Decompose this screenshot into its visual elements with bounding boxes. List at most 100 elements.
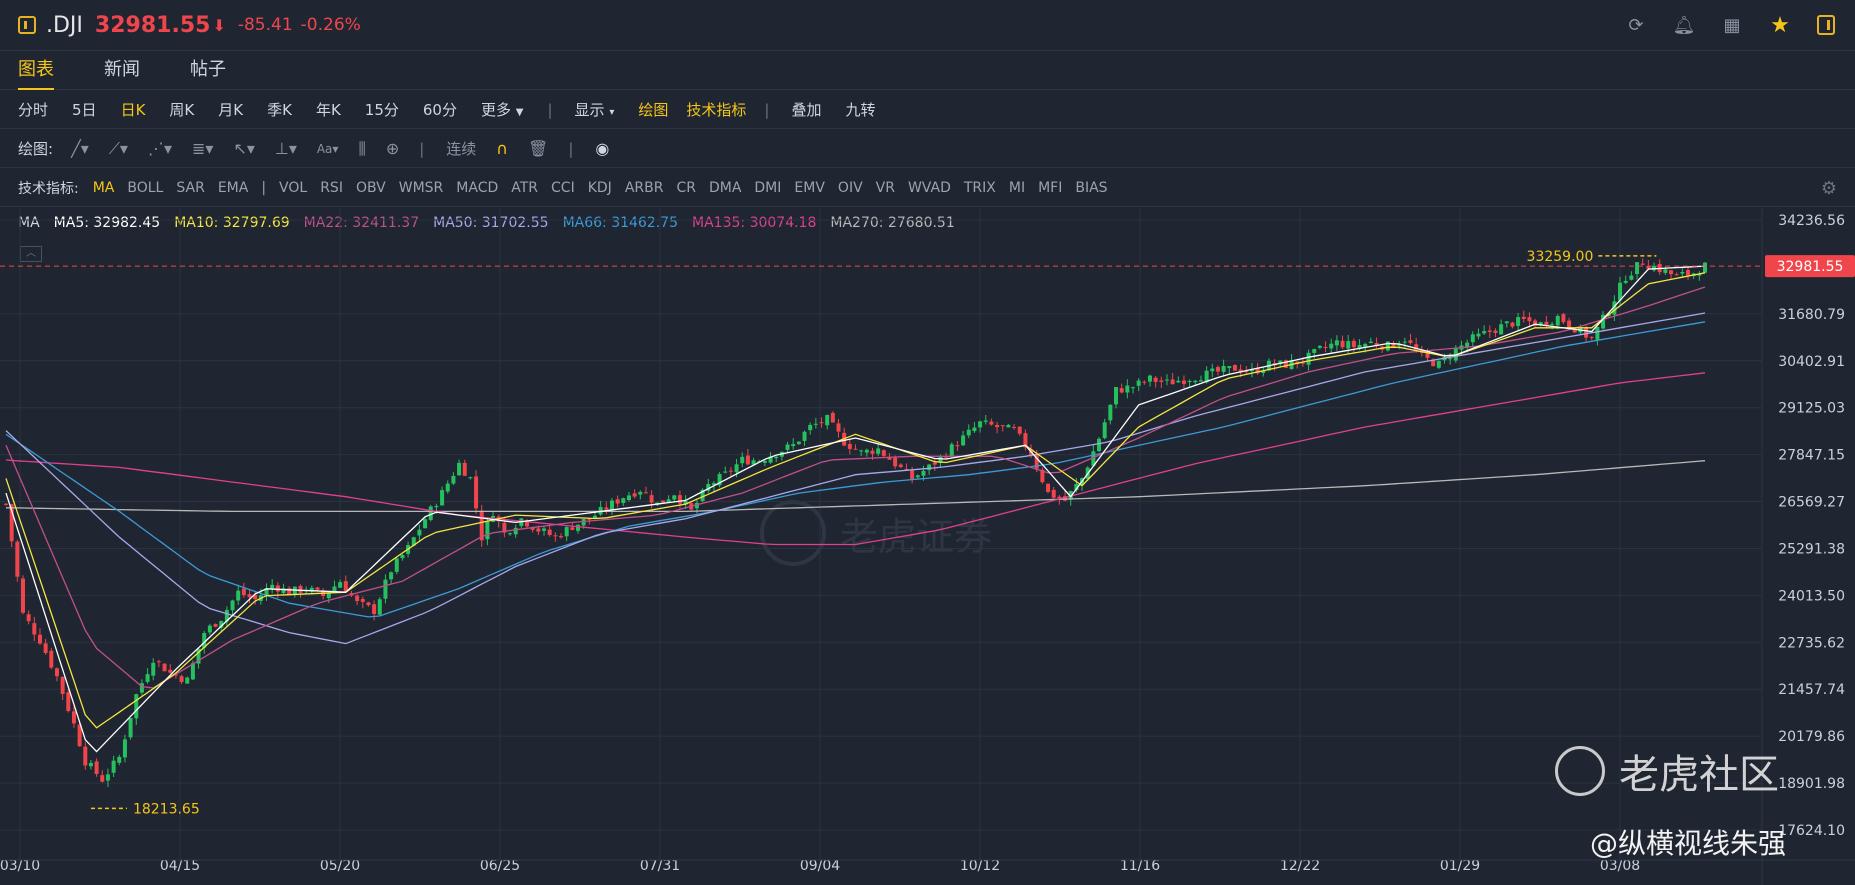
indicator-obv[interactable]: OBV — [355, 179, 386, 196]
panel-toggle-icon[interactable] — [18, 16, 36, 34]
refresh-icon[interactable]: ⟳ — [1628, 14, 1644, 36]
candle-body — [1147, 375, 1152, 382]
candle-body — [989, 421, 994, 425]
indicator-dma[interactable]: DMA — [708, 179, 742, 196]
sidebar-toggle-icon[interactable] — [1817, 15, 1835, 35]
indicator-emv[interactable]: EMV — [794, 179, 825, 196]
candle-body — [1170, 379, 1175, 385]
candle-body — [1493, 330, 1498, 334]
indicator-mi[interactable]: MI — [1008, 179, 1026, 196]
period-quarterly[interactable]: 季K — [267, 101, 292, 119]
fib-tool-icon[interactable]: ≣▾ — [192, 139, 214, 158]
text-tool-icon[interactable]: Aa▾ — [316, 141, 339, 156]
indicator-cci[interactable]: CCI — [551, 179, 575, 196]
indicator-sar[interactable]: SAR — [176, 179, 205, 196]
y-tick-label: 31680.79 — [1778, 307, 1845, 323]
period-toolbar: 分时 5日 日K 周K 月K 季K 年K 15分 60分 更多 ▼ | 显示 ▾… — [0, 91, 1855, 129]
ma-line-ma135 — [5, 372, 1706, 546]
overlay-button[interactable]: 叠加 — [791, 101, 822, 119]
candle-body — [1210, 368, 1215, 372]
indicator-atr[interactable]: ATR — [511, 179, 539, 196]
tech-indicator-toggle[interactable]: 技术指标 — [686, 101, 747, 119]
indicator-rsi[interactable]: RSI — [320, 179, 343, 196]
candlestick-chart[interactable]: 34236.56 31680.79 30402.91 29125.03 27847.15… — [0, 208, 1855, 885]
eye-icon[interactable]: ◉ — [595, 139, 610, 158]
period-15min[interactable]: 15分 — [364, 101, 399, 119]
indicator-dmi[interactable]: DMI — [754, 179, 782, 196]
period-weekly[interactable]: 周K — [169, 101, 195, 119]
candle-body — [389, 572, 394, 580]
indicator-mfi[interactable]: MFI — [1038, 179, 1063, 196]
trash-icon[interactable]: 🗑︎ — [528, 139, 549, 158]
indicator-ma[interactable]: MA — [92, 179, 115, 196]
period-daily[interactable]: 日K — [120, 101, 146, 119]
draw-toggle[interactable]: 绘图 — [638, 101, 669, 119]
star-icon[interactable]: ★ — [1770, 12, 1790, 38]
candle-body — [847, 443, 852, 449]
tab-chart[interactable]: 图表 — [18, 50, 54, 90]
quote-header: .DJI 32981.55 ⬇ -85.41 -0.26% ⟳ 🔔︎ ▦ ★ — [0, 0, 1855, 50]
candle-body — [1533, 320, 1538, 326]
candle-body — [1159, 380, 1164, 382]
magnet-icon[interactable]: ∩ — [496, 139, 509, 158]
indicator-ema[interactable]: EMA — [217, 179, 249, 196]
candle-body — [1703, 262, 1707, 273]
indicator-wmsr[interactable]: WMSR — [398, 179, 444, 196]
arrow-tool-icon[interactable]: ↖▾ — [233, 139, 255, 158]
wave-tool-icon[interactable]: ⋰▾ — [147, 139, 172, 158]
indicator-oiv[interactable]: OIV — [837, 179, 863, 196]
candle-body — [1012, 426, 1017, 428]
indicator-cr[interactable]: CR — [676, 179, 696, 196]
indicator-kdj[interactable]: KDJ — [587, 179, 612, 196]
period-more[interactable]: 更多 ▼ — [481, 99, 524, 120]
tab-posts[interactable]: 帖子 — [190, 59, 226, 80]
candle-body — [1074, 484, 1079, 491]
candle-body — [740, 456, 745, 464]
nine-turn-button[interactable]: 九转 — [845, 101, 876, 119]
period-monthly[interactable]: 月K — [218, 101, 244, 119]
ma-legend-label: MA66: — [562, 215, 607, 231]
candle-body — [700, 489, 705, 502]
y-tick-label: 18901.98 — [1778, 776, 1845, 792]
indicator-arbr[interactable]: ARBR — [624, 179, 664, 196]
y-tick-label: 29125.03 — [1778, 401, 1845, 417]
polyline-tool-icon[interactable]: ⟋▾ — [108, 138, 128, 158]
candle-body — [1414, 344, 1419, 350]
y-tick-label: 27847.15 — [1778, 448, 1845, 464]
grid-icon[interactable]: ▦ — [1723, 14, 1741, 36]
bell-icon[interactable]: 🔔︎ — [1672, 14, 1696, 36]
candle-body — [791, 444, 796, 447]
period-yearly[interactable]: 年K — [315, 101, 341, 119]
candle-body — [1448, 358, 1453, 360]
ma-line-ma66 — [5, 321, 1706, 618]
display-menu[interactable]: 显示 ▾ — [575, 99, 615, 120]
candle-body — [542, 528, 547, 531]
continuous-toggle[interactable]: 连续 — [446, 140, 477, 158]
period-60min[interactable]: 60分 — [422, 101, 457, 119]
gear-icon[interactable]: ⚙ — [1820, 178, 1837, 199]
indicator-macd[interactable]: MACD — [456, 179, 499, 196]
ma-legend-value: 32411.37 — [347, 215, 420, 231]
period-5day[interactable]: 5日 — [72, 101, 97, 119]
candle-body — [881, 450, 886, 456]
indicator-bias[interactable]: BIAS — [1075, 179, 1108, 196]
candle-body — [151, 662, 156, 676]
ma-legend-item: MA — [18, 215, 40, 231]
indicator-vol[interactable]: VOL — [279, 179, 308, 196]
line-tool-icon[interactable]: ╱▾ — [71, 139, 89, 158]
candle-body — [360, 599, 365, 602]
period-intraday[interactable]: 分时 — [18, 101, 49, 119]
indicator-vr[interactable]: VR — [875, 179, 895, 196]
candle-body — [1097, 438, 1102, 452]
indicator-boll[interactable]: BOLL — [127, 179, 164, 196]
tab-news[interactable]: 新闻 — [104, 59, 140, 80]
candle-tool-icon[interactable]: ⫼ — [358, 138, 366, 158]
indicator-trix[interactable]: TRIX — [963, 179, 996, 196]
zoom-icon[interactable]: ⊕ — [385, 139, 400, 158]
ma-line-ma10 — [5, 272, 1706, 729]
ma-legend-label: MA — [18, 215, 40, 231]
indicator-wvad[interactable]: WVAD — [907, 179, 951, 196]
candle-body — [1584, 327, 1589, 338]
measure-tool-icon[interactable]: ⊥▾ — [274, 139, 297, 158]
candle-body — [434, 505, 439, 508]
